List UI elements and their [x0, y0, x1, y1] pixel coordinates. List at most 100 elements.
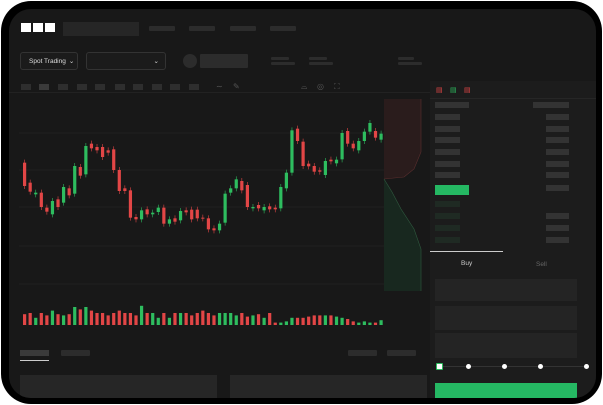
candle	[234, 179, 238, 189]
market-type-select[interactable]: Spot Trading ⌄	[20, 52, 78, 70]
buy-submit-button[interactable]	[435, 383, 577, 398]
candle	[39, 192, 43, 207]
ask-size	[546, 149, 569, 155]
market-type-label: Spot Trading	[29, 57, 66, 65]
volume-bar	[67, 314, 71, 325]
expand-icon[interactable]: ⛶	[334, 82, 340, 91]
line-icon[interactable]: ∼	[216, 82, 223, 91]
candle	[123, 188, 127, 191]
candle	[379, 133, 383, 140]
candle	[56, 199, 60, 207]
volume-bar	[284, 321, 288, 325]
pen-icon[interactable]: ✎	[233, 82, 240, 91]
filter-button[interactable]	[387, 350, 416, 356]
volume-bar	[329, 315, 333, 325]
candle	[223, 193, 227, 223]
candle	[89, 143, 94, 149]
candle	[178, 211, 183, 221]
tab-sell[interactable]: Sell	[536, 261, 547, 268]
slider-step-100[interactable]	[584, 364, 589, 369]
tab-history[interactable]	[61, 350, 90, 356]
bid-price	[435, 237, 460, 243]
timeframe-button[interactable]	[21, 84, 31, 90]
candle	[195, 209, 199, 219]
tab-open-orders[interactable]	[20, 350, 49, 356]
depth-bids-area	[384, 179, 421, 291]
filter-button[interactable]	[348, 350, 377, 356]
amount-slider-track[interactable]	[439, 366, 589, 367]
volume-bar	[190, 315, 194, 325]
volume-bar	[106, 315, 110, 325]
candle	[351, 143, 355, 149]
timeframe-button[interactable]	[77, 84, 87, 90]
orderbook-asks-icon[interactable]: ▤	[464, 87, 471, 94]
timeframe-button[interactable]	[189, 84, 199, 90]
magnet-icon[interactable]: ⌓	[301, 82, 308, 91]
slider-step-50[interactable]	[502, 364, 507, 369]
candle	[217, 223, 222, 231]
depth-asks-line	[383, 99, 422, 180]
price-chart[interactable]	[9, 9, 430, 339]
volume-bar	[34, 317, 38, 325]
orderbook-bids-icon[interactable]: ▤	[450, 87, 457, 94]
pair-select[interactable]: ⌄	[86, 52, 166, 70]
orderbook-both-icon[interactable]: ▤	[436, 87, 443, 94]
timeframe-button[interactable]	[39, 84, 49, 90]
volume-bar	[312, 315, 316, 325]
timeframe-button[interactable]	[58, 84, 68, 90]
stat-placeholder	[271, 62, 295, 65]
tab-buy[interactable]: Buy	[461, 260, 473, 267]
timeframe-button[interactable]	[115, 84, 125, 90]
volume-bar	[318, 315, 322, 325]
bid-price	[435, 201, 460, 207]
volume-bar	[223, 313, 227, 325]
bid-size	[546, 237, 569, 243]
book-header	[533, 102, 569, 108]
candle	[273, 207, 277, 210]
candle	[362, 131, 366, 141]
volume-bar	[167, 317, 172, 325]
candle	[329, 159, 333, 162]
candle	[145, 209, 149, 215]
ask-price	[435, 172, 460, 178]
volume-bar	[351, 321, 355, 325]
amount-input[interactable]	[435, 306, 577, 330]
candle	[67, 188, 71, 196]
active-tab-underline	[20, 360, 49, 361]
candle	[184, 210, 188, 213]
target-icon[interactable]: ◎	[317, 82, 324, 91]
nav-item[interactable]	[189, 26, 215, 31]
candle	[245, 185, 249, 207]
total-input[interactable]	[435, 333, 577, 358]
nav-item[interactable]	[230, 26, 256, 31]
ask-size	[546, 126, 569, 132]
volume-bar	[117, 310, 121, 325]
slider-step-25[interactable]	[466, 364, 471, 369]
nav-item[interactable]	[270, 26, 296, 31]
candle	[34, 192, 38, 195]
candle	[312, 166, 316, 172]
price-input[interactable]	[435, 279, 577, 301]
candle	[106, 150, 110, 153]
amount-slider-handle[interactable]	[436, 363, 443, 370]
timeframe-button[interactable]	[170, 84, 180, 90]
candle	[112, 149, 116, 170]
ask-price	[435, 149, 460, 155]
candle	[212, 228, 216, 231]
volume-bar	[162, 313, 166, 325]
slider-step-75[interactable]	[538, 364, 543, 369]
volume-bar	[78, 309, 82, 325]
search-placeholder[interactable]	[63, 22, 139, 36]
timeframe-button[interactable]	[152, 84, 162, 90]
nav-item[interactable]	[149, 26, 175, 31]
divider	[9, 92, 430, 93]
timeframe-button[interactable]	[133, 84, 143, 90]
volume-bar	[240, 313, 244, 325]
volume-bar	[84, 307, 88, 325]
timeframe-button[interactable]	[95, 84, 105, 90]
candle	[84, 146, 88, 175]
candle	[307, 163, 311, 167]
volume-bar	[178, 313, 183, 325]
volume-bar	[151, 313, 155, 325]
stat-placeholder	[309, 57, 327, 60]
